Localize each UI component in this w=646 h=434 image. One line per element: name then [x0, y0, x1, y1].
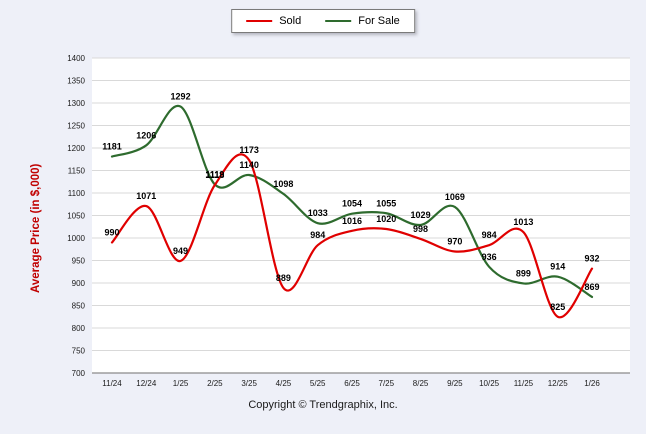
series-line-sold [110, 153, 594, 319]
y-tick-label: 1150 [68, 166, 86, 175]
data-label-sold: 1173 [239, 145, 259, 155]
data-label-for-sale: 1055 [376, 198, 396, 208]
data-label-sold: 990 [104, 228, 119, 238]
y-axis-title: Average Price (in $,000) [30, 163, 42, 293]
data-label-for-sale: 936 [482, 252, 497, 262]
data-label-sold: 1013 [513, 217, 533, 227]
data-label-sold: 1016 [342, 216, 362, 226]
sold-line-swatch [246, 20, 273, 22]
y-tick-label: 800 [72, 324, 86, 333]
data-label-sold: 932 [584, 254, 599, 264]
y-tick-label: 1000 [67, 234, 85, 243]
data-label-sold: 1118 [205, 170, 224, 180]
x-tick-label: 2/25 [207, 379, 223, 388]
y-tick-label: 1050 [67, 211, 85, 220]
data-label-for-sale: 869 [584, 282, 599, 292]
legend: Sold For Sale [231, 9, 415, 33]
copyright-text: Copyright © Trendgraphix, Inc. [248, 399, 398, 411]
data-label-sold: 949 [173, 246, 188, 256]
x-tick-label: 4/25 [276, 379, 292, 388]
for-sale-line-swatch [325, 20, 352, 22]
x-tick-label: 1/26 [584, 379, 600, 388]
x-tick-label: 3/25 [241, 379, 257, 388]
x-tick-label: 10/25 [479, 379, 500, 388]
data-label-for-sale: 1069 [445, 192, 465, 202]
data-label-sold: 970 [447, 237, 462, 247]
y-tick-label: 1300 [67, 99, 85, 108]
x-tick-label: 8/25 [413, 379, 429, 388]
legend-label-sold: Sold [279, 15, 302, 27]
y-tick-label: 1200 [67, 144, 85, 153]
data-label-sold: 984 [310, 230, 325, 240]
data-label-sold: 1071 [136, 191, 156, 201]
data-label-for-sale: 1140 [239, 160, 259, 170]
data-label-for-sale: 1292 [171, 92, 191, 102]
y-tick-label: 950 [72, 256, 86, 265]
x-tick-label: 12/25 [548, 379, 569, 388]
x-tick-label: 9/25 [447, 379, 463, 388]
series-line-for-sale [110, 104, 594, 299]
x-tick-label: 11/24 [102, 379, 122, 388]
y-tick-label: 850 [72, 301, 86, 310]
legend-item-for-sale: For Sale [325, 15, 400, 27]
y-tick-label: 1400 [67, 54, 85, 63]
y-tick-label: 1250 [67, 121, 85, 130]
data-label-sold: 984 [482, 230, 497, 240]
x-tick-label: 11/25 [514, 379, 534, 388]
x-tick-label: 1/25 [173, 379, 189, 388]
y-tick-label: 1100 [68, 189, 86, 198]
data-label-sold: 998 [413, 224, 428, 234]
x-tick-label: 7/25 [379, 379, 395, 388]
data-label-for-sale: 1181 [102, 142, 122, 152]
y-tick-label: 900 [72, 279, 86, 288]
data-label-sold: 889 [276, 273, 291, 283]
y-tick-label: 750 [72, 346, 86, 355]
data-label-for-sale: 1206 [136, 130, 156, 140]
legend-item-sold: Sold [246, 15, 301, 27]
data-label-for-sale: 1119 [205, 169, 224, 179]
x-tick-label: 12/24 [136, 379, 157, 388]
data-label-for-sale: 1098 [273, 179, 293, 189]
data-label-for-sale: 1054 [342, 199, 362, 209]
data-label-for-sale: 899 [516, 268, 531, 278]
x-tick-label: 6/25 [344, 379, 360, 388]
x-tick-label: 5/25 [310, 379, 326, 388]
data-label-sold: 825 [550, 302, 565, 312]
data-label-for-sale: 914 [550, 262, 565, 272]
y-tick-label: 700 [72, 369, 86, 378]
data-label-sold: 1020 [376, 214, 396, 224]
data-label-for-sale: 1033 [308, 208, 328, 218]
data-label-for-sale: 1029 [411, 210, 431, 220]
y-tick-label: 1350 [67, 76, 85, 85]
legend-label-for-sale: For Sale [358, 15, 400, 27]
